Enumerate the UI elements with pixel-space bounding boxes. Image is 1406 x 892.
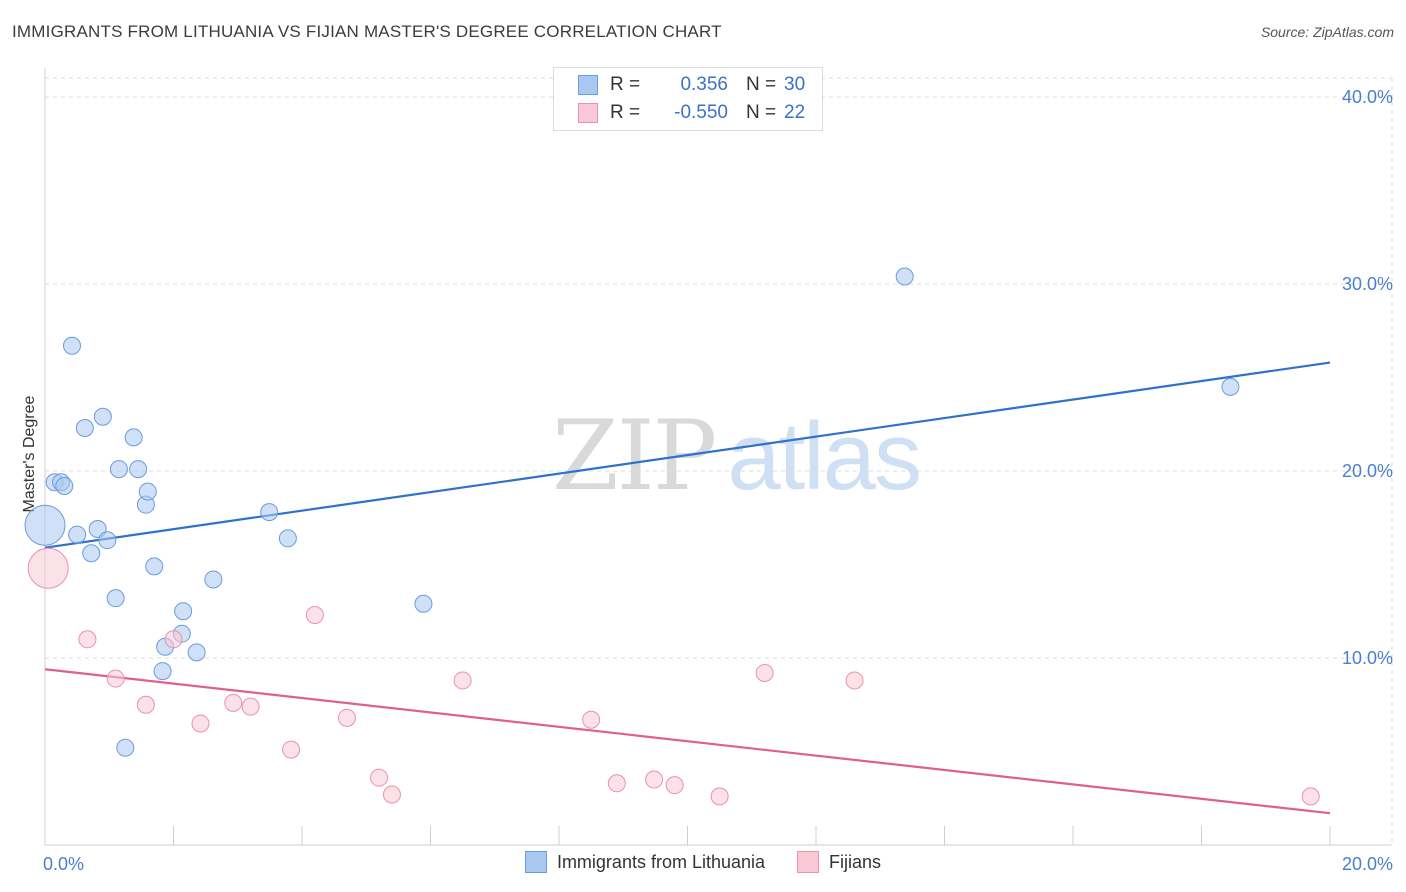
x-tick-label: 20.0% — [1342, 854, 1393, 874]
data-point-fijians — [607, 774, 626, 793]
data-point-fijians — [645, 770, 664, 789]
legend-swatch-lithuania — [578, 75, 598, 95]
data-point-lithuania — [153, 662, 172, 681]
data-point-lithuania — [1221, 377, 1240, 396]
data-point-lithuania — [129, 460, 148, 479]
y-tick-label: 10.0% — [1342, 648, 1393, 668]
data-point-fijians — [337, 708, 356, 727]
r-value: 0.356 — [680, 74, 728, 95]
data-point-lithuania — [278, 529, 297, 548]
data-point-lithuania — [138, 482, 157, 501]
data-point-fijians — [453, 671, 472, 690]
r-label: R = — [610, 74, 641, 95]
n-label: N = — [746, 102, 777, 123]
data-point-lithuania — [55, 476, 74, 495]
data-point-lithuania — [98, 531, 117, 550]
data-point-fijians — [845, 671, 864, 690]
legend-item-fijians[interactable]: Fijians — [797, 851, 881, 873]
data-point-lithuania — [68, 525, 87, 544]
trend-line-lithuania — [44, 361, 1331, 549]
trend-line-fijians — [44, 668, 1331, 815]
data-point-lithuania — [174, 602, 193, 621]
chart-title: IMMIGRANTS FROM LITHUANIA VS FIJIAN MAST… — [12, 22, 722, 41]
data-point-lithuania — [75, 418, 94, 437]
data-point-fijians — [305, 605, 324, 624]
legend-swatch-fijians — [797, 851, 820, 873]
data-point-lithuania — [62, 336, 81, 355]
watermark: ZIP atlas — [552, 400, 922, 512]
legend-swatch-fijians — [578, 103, 598, 123]
x-tick-label: 0.0% — [43, 854, 84, 874]
data-point-lithuania — [82, 544, 101, 563]
data-point-lithuania — [124, 428, 143, 447]
data-point-fijians — [27, 547, 69, 589]
legend-item-lithuania[interactable]: Immigrants from Lithuania — [524, 851, 766, 873]
data-point-fijians — [710, 787, 729, 806]
data-point-fijians — [370, 768, 389, 787]
data-point-fijians — [136, 695, 155, 714]
data-point-lithuania — [895, 267, 914, 286]
data-point-lithuania — [414, 594, 433, 613]
watermark-zip: ZIP — [552, 400, 717, 512]
data-point-lithuania — [93, 407, 112, 426]
watermark-atlas: atlas — [727, 403, 922, 510]
data-point-lithuania — [187, 643, 206, 662]
data-point-fijians — [282, 740, 301, 759]
data-point-lithuania — [109, 460, 128, 479]
legend-row-lithuania: R = 0.356 N = 30 — [578, 72, 805, 98]
series-legend: Immigrants from Lithuania Fijians — [0, 851, 1406, 873]
data-point-fijians — [665, 776, 684, 795]
data-point-fijians — [755, 663, 774, 682]
data-point-fijians — [1301, 787, 1320, 806]
data-point-lithuania — [116, 738, 135, 757]
n-value: 22 — [784, 102, 806, 123]
r-label: R = — [610, 102, 641, 123]
data-point-lithuania — [145, 557, 164, 576]
correlation-legend: R = 0.356 N = 30 R = -0.550 N = 22 — [553, 67, 823, 131]
legend-label-lithuania: Immigrants from Lithuania — [556, 851, 766, 872]
data-point-lithuania — [106, 589, 125, 608]
legend-row-fijians: R = -0.550 N = 22 — [578, 100, 805, 126]
data-point-fijians — [241, 697, 260, 716]
data-point-lithuania — [24, 504, 66, 546]
data-point-fijians — [382, 785, 401, 804]
data-point-fijians — [191, 714, 210, 733]
n-label: N = — [746, 74, 777, 95]
data-point-fijians — [582, 710, 601, 729]
data-point-fijians — [164, 630, 183, 649]
data-point-fijians — [106, 669, 125, 688]
source-credit: Source: ZipAtlas.com — [1260, 24, 1394, 40]
y-tick-label: 30.0% — [1342, 274, 1393, 294]
legend-label-fijians: Fijians — [829, 851, 882, 872]
y-tick-label: 20.0% — [1342, 461, 1393, 481]
legend-swatch-lithuania — [524, 851, 547, 873]
y-tick-label: 40.0% — [1342, 87, 1393, 107]
data-point-lithuania — [260, 503, 279, 522]
data-point-lithuania — [204, 570, 223, 589]
data-point-fijians — [78, 630, 97, 649]
r-value: -0.550 — [674, 102, 728, 123]
data-point-fijians — [224, 693, 243, 712]
n-value: 30 — [784, 74, 806, 95]
